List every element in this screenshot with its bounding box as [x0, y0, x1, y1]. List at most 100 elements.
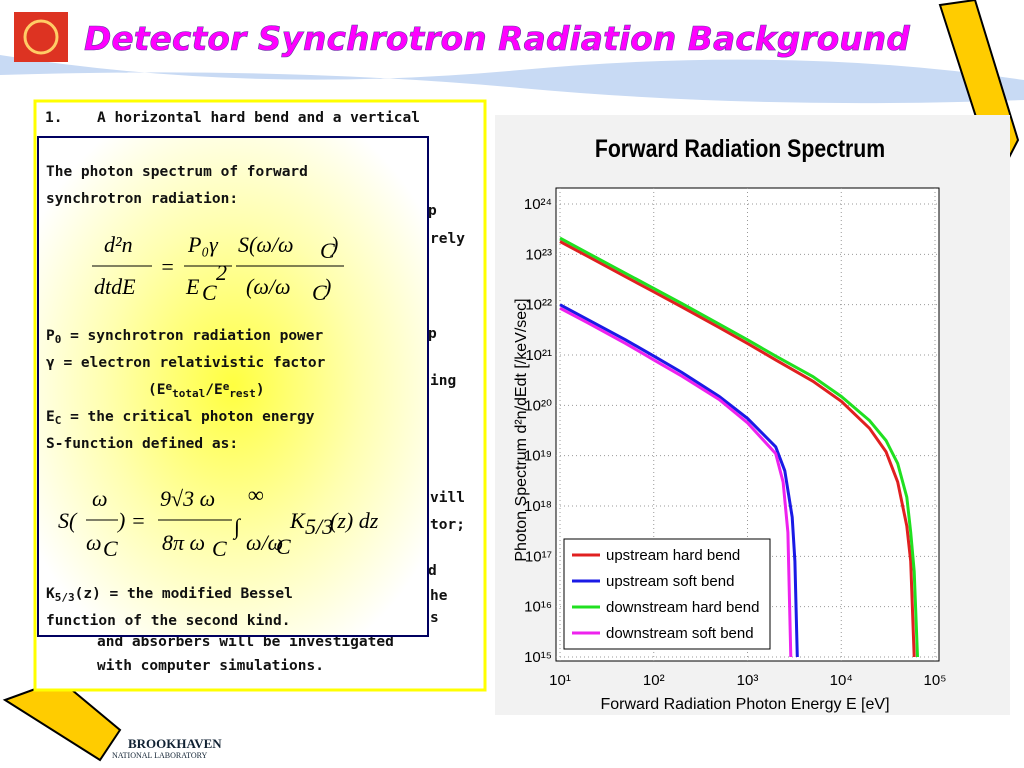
formula-part: C — [276, 534, 291, 559]
legend-box — [563, 538, 771, 650]
text-run: P — [46, 328, 55, 344]
back-text-line: ing — [430, 373, 456, 389]
back-text-line: vill — [430, 490, 465, 506]
y-tick-label: 10¹⁵ — [524, 649, 552, 666]
formula-part: 8π ω — [162, 530, 205, 555]
formula-part: (ω/ω — [246, 274, 291, 299]
formula-part: C — [312, 280, 327, 305]
text-run: 0 — [55, 333, 62, 346]
text-run: /E — [205, 382, 222, 398]
x-tick-label: 10¹ — [549, 672, 571, 689]
formula-part: 2 — [216, 260, 227, 285]
text-run: synchrotron radiation: — [46, 191, 238, 207]
text-run: The photon spectrum of forward — [46, 164, 308, 180]
back-text-line: A horizontal hard bend and a vertical — [97, 110, 420, 126]
x-axis-label: Forward Radiation Photon Energy E [eV] — [600, 696, 889, 713]
formula-part: ) — [329, 232, 338, 257]
formula-part: ∫ — [232, 514, 242, 540]
formula-part: ) = — [116, 508, 146, 533]
formula-part: K — [289, 508, 306, 533]
text-run: e — [165, 380, 172, 393]
x-tick-label: 10⁵ — [924, 672, 947, 689]
back-text-line: 1. — [45, 110, 62, 126]
formula-part: ω — [86, 530, 102, 555]
back-text-line: and absorbers will be investigated — [97, 634, 394, 650]
y-tick-label: 10²⁴ — [524, 196, 552, 213]
text-run: γ = electron relativistic factor — [46, 355, 326, 371]
box-text-line: K5/3(z) = the modified Bessel — [46, 586, 293, 604]
text-run: total — [172, 387, 205, 400]
back-text-line: p — [428, 326, 437, 342]
popup-box — [37, 136, 429, 637]
y-axis-label: Photon Spectrum d²n/dEdt [/keV/sec] — [513, 298, 530, 561]
text-run: function of the second kind. — [46, 613, 290, 629]
y-tick-label: 10¹⁸ — [524, 498, 552, 515]
y-tick-label: 10²³ — [525, 246, 552, 263]
wave-band — [0, 55, 1024, 104]
text-run: E — [46, 409, 55, 425]
formula-part: C — [202, 280, 217, 305]
chart-title: Forward Radiation Spectrum — [595, 134, 885, 162]
back-text-line: tor; — [430, 517, 465, 533]
box-text-line: P0 = synchrotron radiation power — [46, 328, 324, 346]
text-run: (z) = the modified Bessel — [75, 586, 293, 602]
pencil-decoration — [2, 678, 122, 762]
back-text-line: s — [430, 610, 439, 626]
x-tick-label: 10² — [643, 672, 665, 689]
series-line — [559, 236, 919, 658]
box-text-line: (Eetotal/Eerest) — [148, 380, 265, 401]
box-text-line: γ = electron relativistic factor — [46, 355, 326, 371]
y-tick-label: 10²⁰ — [524, 397, 552, 414]
y-tick-label: 10¹⁹ — [524, 448, 552, 465]
back-text-line: he — [430, 588, 448, 604]
formula-part: d²n — [104, 232, 133, 257]
legend-label: downstream soft bend — [606, 625, 754, 642]
formula-part: ) — [322, 274, 331, 299]
formula-part: 9√3 ω — [160, 486, 215, 511]
y-tick-label: 10¹⁶ — [524, 599, 552, 616]
back-text-line: d — [428, 563, 437, 579]
text-run: = the critical photon energy — [61, 409, 314, 425]
y-tick-label: 10¹⁷ — [525, 548, 552, 565]
box-text-line: synchrotron radiation: — [46, 191, 238, 207]
text-run: rest — [229, 387, 256, 400]
text-run: K — [46, 586, 55, 602]
text-run: 5/3 — [55, 591, 75, 604]
box-text-line: The photon spectrum of forward — [46, 164, 308, 180]
box-text-line: EC = the critical photon energy — [46, 409, 315, 427]
back-text-line: with computer simulations. — [97, 658, 324, 674]
legend-label: upstream soft bend — [606, 573, 734, 590]
logo-text: BROOKHAVEN — [128, 736, 222, 751]
box-text-line: S-function defined as: — [46, 436, 238, 452]
formula-part: P₀γ — [187, 232, 219, 257]
formula-part: C — [320, 238, 335, 263]
y-tick-label: 10²² — [525, 297, 552, 314]
legend-label: downstream hard bend — [606, 599, 759, 616]
formula-part: ω — [92, 486, 108, 511]
back-text-line: p — [428, 203, 437, 219]
logo-subtext: NATIONAL LABORATORY — [112, 751, 208, 760]
x-tick-label: 10⁴ — [830, 672, 853, 689]
series-line — [559, 303, 799, 658]
logo-icon-ring — [23, 19, 59, 55]
formula-part: (z) dz — [330, 508, 379, 533]
series-line — [559, 306, 793, 658]
formula-part: C — [103, 536, 118, 561]
legend-label: upstream hard bend — [606, 547, 740, 564]
x-tick-label: 10³ — [737, 672, 759, 689]
text-run: = synchrotron radiation power — [61, 328, 323, 344]
formula-part: S(ω/ω — [238, 232, 294, 257]
series-line — [559, 240, 916, 658]
y-tick-label: 10²¹ — [525, 347, 552, 364]
formula-part: E — [185, 274, 200, 299]
formula-part: dtdE — [94, 274, 136, 299]
formula-part: ω/ω — [246, 530, 283, 555]
formula-part: ∞ — [248, 482, 264, 507]
text-run: C — [55, 414, 62, 427]
box-text-line: function of the second kind. — [46, 613, 290, 629]
formula-part: = — [160, 254, 175, 279]
formula-part: 5/3 — [305, 514, 333, 539]
text-run: ) — [256, 382, 265, 398]
text-run: (E — [148, 382, 165, 398]
